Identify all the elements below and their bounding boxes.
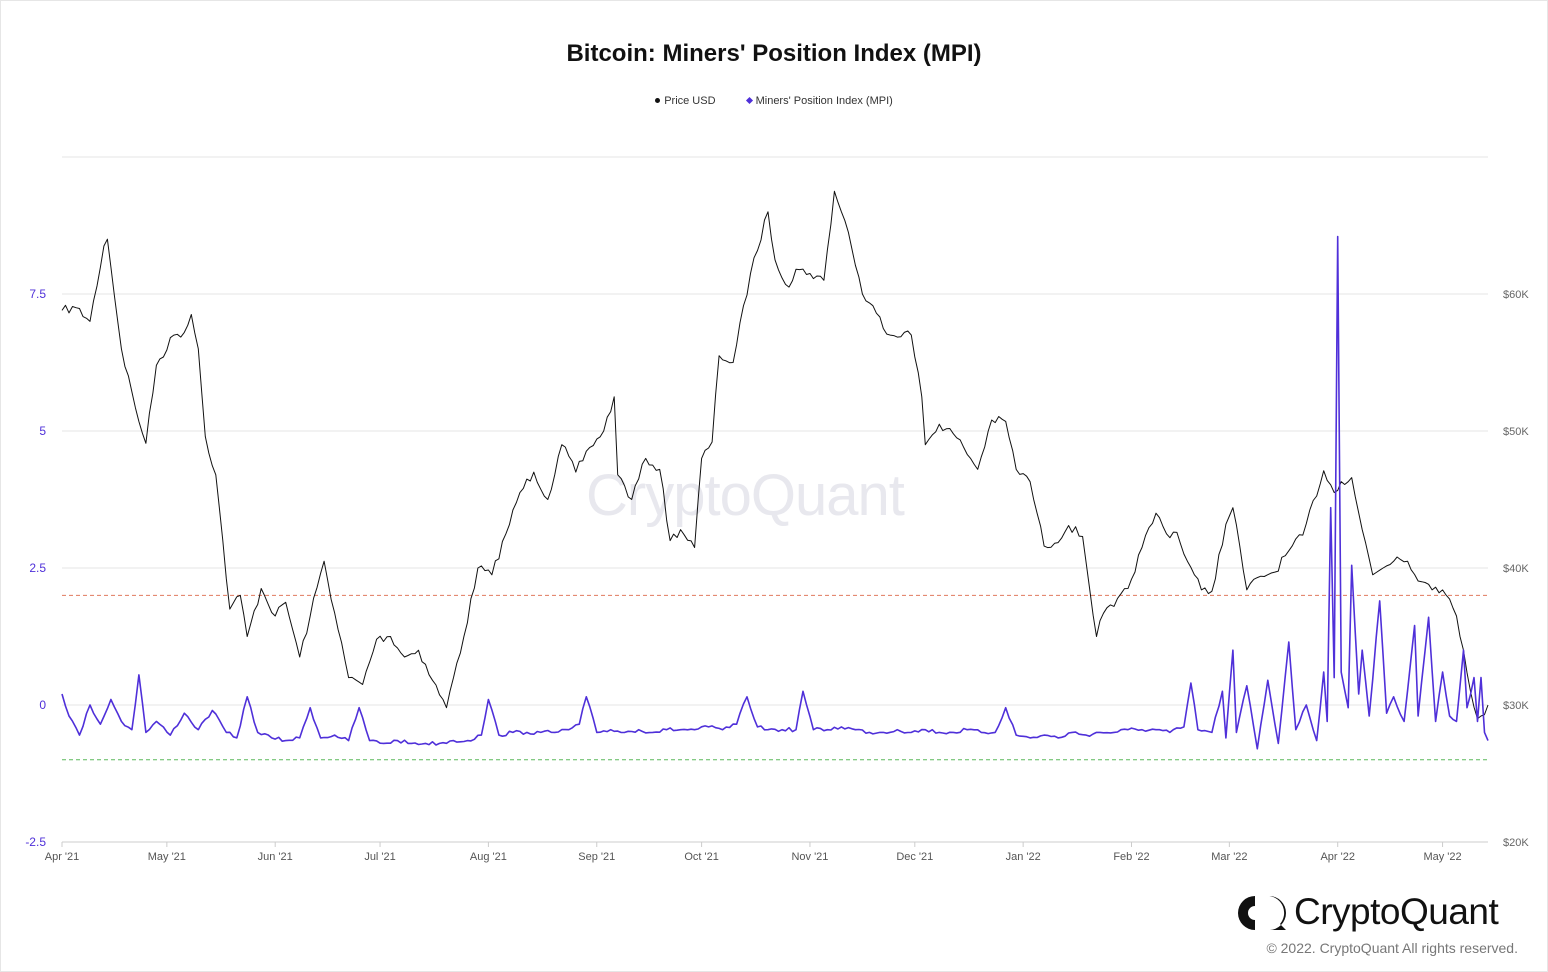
x-tick-label: Aug '21: [470, 851, 507, 863]
y-right-tick-label: $20K: [1503, 837, 1529, 849]
x-tick-label: Dec '21: [896, 851, 933, 863]
brand-name: CryptoQuant: [1294, 891, 1499, 932]
y-right-tick-label: $40K: [1503, 563, 1529, 575]
cryptoquant-logo-icon: [1238, 896, 1286, 930]
watermark: CryptoQuant: [586, 463, 905, 528]
x-tick-label: Feb '22: [1113, 851, 1149, 863]
chart-title: Bitcoin: Miners' Position Index (MPI): [566, 40, 982, 67]
y-left-tick-label: 7.5: [29, 287, 46, 301]
legend-dot-icon: [655, 98, 661, 103]
x-tick-label: Apr '22: [1320, 851, 1355, 863]
y-left-tick-label: 5: [39, 424, 46, 438]
y-left-tick-label: 0: [39, 698, 46, 712]
x-tick-label: May '21: [148, 851, 186, 863]
y-left-tick-label: 2.5: [29, 561, 46, 575]
copyright: © 2022. CryptoQuant All rights reserved.: [1266, 940, 1518, 956]
x-tick-label: Sep '21: [578, 851, 615, 863]
y-right-tick-label: $60K: [1503, 289, 1529, 301]
mpi-line: [61, 235, 1489, 750]
y-left-tick-label: -2.5: [25, 835, 46, 849]
legend-label-price: Price USD: [664, 95, 716, 107]
y-right-tick-label: $30K: [1503, 700, 1529, 712]
x-tick-label: Mar '22: [1211, 851, 1247, 863]
x-tick-label: Jan '22: [1006, 851, 1041, 863]
series-layer: [61, 190, 1489, 750]
x-tick-label: Apr '21: [45, 851, 80, 863]
x-tick-label: Oct '21: [684, 851, 719, 863]
x-tick-label: May '22: [1423, 851, 1461, 863]
y-right-tick-label: $50K: [1503, 426, 1529, 438]
legend: Price USD Miners' Position Index (MPI): [0, 95, 1548, 107]
axis-layer: -2.5 0 2.5 5 7.5 $20K $30K $40K $50K $60K Apr '21 M…: [25, 287, 1529, 863]
reference-lines: [62, 594, 1488, 761]
x-tick-label: Nov '21: [791, 851, 828, 863]
x-tick-label: Jul '21: [364, 851, 395, 863]
price-usd-line: [61, 190, 1489, 720]
legend-label-mpi: Miners' Position Index (MPI): [755, 95, 893, 107]
legend-item-price[interactable]: Price USD: [655, 95, 716, 107]
x-tick-label: Jun '21: [258, 851, 293, 863]
legend-item-mpi[interactable]: Miners' Position Index (MPI): [745, 95, 893, 107]
